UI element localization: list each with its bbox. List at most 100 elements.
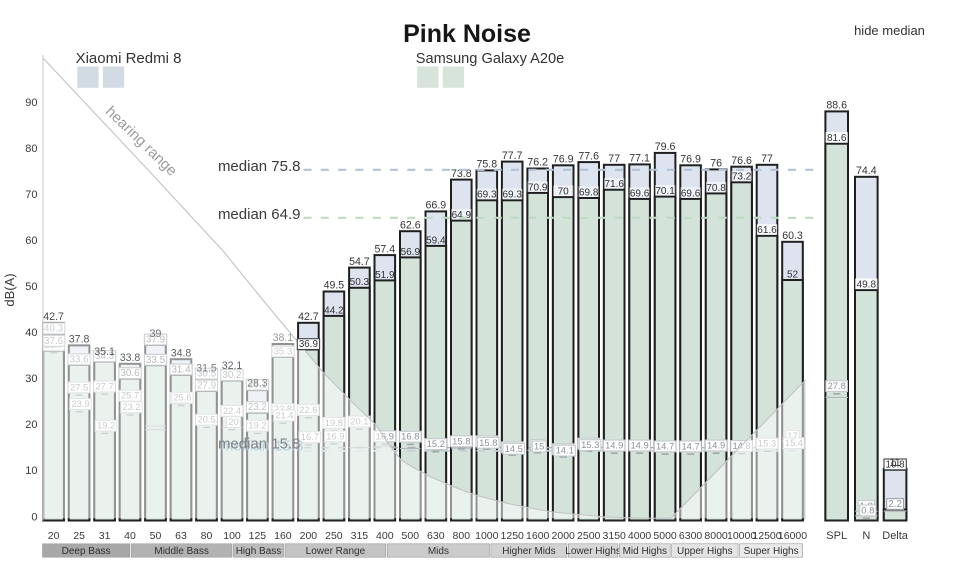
- svg-text:77.6: 77.6: [578, 150, 599, 162]
- svg-text:12500: 12500: [752, 530, 781, 542]
- svg-text:27.8: 27.8: [828, 380, 846, 391]
- svg-text:71.6: 71.6: [604, 179, 624, 190]
- svg-text:0.8: 0.8: [861, 504, 874, 515]
- svg-text:54.7: 54.7: [349, 256, 370, 268]
- svg-text:34.8: 34.8: [171, 347, 192, 359]
- svg-text:5000: 5000: [653, 530, 677, 542]
- svg-text:10000: 10000: [727, 530, 756, 542]
- svg-text:66.9: 66.9: [425, 200, 446, 212]
- svg-text:77: 77: [608, 153, 620, 165]
- svg-text:median 15.8: median 15.8: [218, 436, 301, 453]
- svg-text:16.8: 16.8: [401, 431, 419, 442]
- svg-text:57.4: 57.4: [374, 243, 395, 255]
- svg-text:Mid Highs: Mid Highs: [623, 546, 667, 557]
- svg-text:15.8: 15.8: [452, 435, 470, 446]
- svg-text:Xiaomi Redmi 8: Xiaomi Redmi 8: [76, 50, 182, 67]
- svg-text:Delta: Delta: [882, 530, 909, 542]
- svg-text:31: 31: [99, 530, 111, 542]
- svg-text:14.9: 14.9: [630, 440, 648, 451]
- svg-text:Lower Range: Lower Range: [306, 546, 366, 557]
- svg-text:1600: 1600: [526, 530, 550, 542]
- svg-text:15.2: 15.2: [427, 438, 445, 449]
- svg-text:51.9: 51.9: [375, 270, 395, 281]
- svg-text:hide median: hide median: [854, 23, 925, 38]
- svg-text:Middle Bass: Middle Bass: [154, 546, 208, 557]
- svg-text:69.3: 69.3: [477, 190, 497, 201]
- svg-text:16.9: 16.9: [376, 430, 394, 441]
- svg-text:10.8: 10.8: [886, 459, 906, 470]
- svg-text:40: 40: [124, 530, 136, 542]
- svg-text:median 64.9: median 64.9: [218, 206, 301, 223]
- svg-text:59.4: 59.4: [426, 235, 446, 246]
- svg-text:14.9: 14.9: [605, 440, 623, 451]
- svg-text:61.6: 61.6: [757, 225, 777, 236]
- svg-text:76.9: 76.9: [553, 154, 574, 166]
- svg-text:50: 50: [25, 281, 37, 293]
- svg-text:69.6: 69.6: [630, 188, 650, 199]
- svg-text:Samsung Galaxy A20e: Samsung Galaxy A20e: [416, 51, 564, 67]
- svg-text:median 75.8: median 75.8: [218, 158, 301, 175]
- svg-text:36.9: 36.9: [299, 339, 318, 350]
- svg-text:1250: 1250: [501, 530, 525, 542]
- svg-text:Pink Noise: Pink Noise: [403, 20, 531, 48]
- svg-text:630: 630: [427, 530, 445, 542]
- svg-text:Super Highs: Super Highs: [744, 546, 799, 557]
- svg-text:80: 80: [201, 530, 213, 542]
- svg-text:10: 10: [25, 465, 37, 477]
- svg-text:20: 20: [48, 530, 60, 542]
- svg-text:15: 15: [534, 441, 544, 452]
- svg-text:15.3: 15.3: [581, 439, 599, 450]
- svg-text:62.6: 62.6: [400, 219, 421, 231]
- svg-text:2000: 2000: [552, 530, 576, 542]
- svg-text:1000: 1000: [475, 530, 499, 542]
- svg-text:400: 400: [376, 530, 394, 542]
- svg-text:74.4: 74.4: [856, 165, 877, 177]
- svg-text:160: 160: [274, 530, 292, 542]
- svg-text:37.8: 37.8: [69, 334, 90, 346]
- svg-text:High Bass: High Bass: [236, 546, 282, 557]
- svg-text:16000: 16000: [778, 530, 807, 542]
- svg-text:70.8: 70.8: [706, 183, 726, 194]
- svg-text:69.3: 69.3: [502, 190, 522, 201]
- svg-text:76.9: 76.9: [680, 154, 701, 166]
- svg-text:8000: 8000: [704, 530, 728, 542]
- svg-text:31.5: 31.5: [196, 363, 217, 375]
- svg-text:4000: 4000: [628, 530, 652, 542]
- svg-text:28.3: 28.3: [247, 377, 268, 389]
- svg-text:80: 80: [25, 143, 37, 155]
- svg-text:63: 63: [175, 530, 187, 542]
- svg-text:14.7: 14.7: [656, 440, 674, 451]
- svg-text:70.1: 70.1: [655, 186, 675, 197]
- svg-text:75.8: 75.8: [476, 159, 497, 171]
- svg-text:N: N: [862, 530, 870, 542]
- svg-text:15.8: 15.8: [479, 437, 497, 448]
- svg-text:60: 60: [25, 235, 37, 247]
- svg-text:6300: 6300: [679, 530, 703, 542]
- svg-text:40: 40: [25, 327, 37, 339]
- svg-text:2500: 2500: [577, 530, 601, 542]
- svg-text:dB(A): dB(A): [2, 273, 17, 306]
- svg-text:70: 70: [558, 187, 570, 198]
- svg-text:77: 77: [761, 153, 773, 165]
- svg-text:14.1: 14.1: [556, 445, 574, 456]
- svg-text:14.9: 14.9: [707, 440, 725, 451]
- svg-text:73.2: 73.2: [732, 172, 752, 183]
- svg-text:35.1: 35.1: [94, 346, 115, 358]
- svg-text:11: 11: [890, 457, 901, 469]
- svg-text:Deep Bass: Deep Bass: [62, 546, 111, 557]
- svg-text:14.7: 14.7: [681, 440, 699, 451]
- svg-text:Higher Mids: Higher Mids: [502, 546, 555, 557]
- svg-text:20: 20: [25, 419, 37, 431]
- svg-text:81.6: 81.6: [827, 133, 847, 144]
- svg-text:39: 39: [150, 328, 162, 340]
- svg-text:SPL: SPL: [826, 530, 847, 542]
- svg-text:70.9: 70.9: [528, 182, 548, 193]
- svg-text:77.7: 77.7: [502, 150, 523, 162]
- svg-text:0: 0: [31, 511, 37, 523]
- svg-text:69.6: 69.6: [681, 188, 701, 199]
- svg-text:100: 100: [223, 530, 241, 542]
- svg-text:77.1: 77.1: [629, 153, 650, 165]
- svg-text:33.8: 33.8: [120, 352, 141, 364]
- svg-text:Mids: Mids: [428, 546, 449, 557]
- svg-text:32.1: 32.1: [222, 360, 243, 372]
